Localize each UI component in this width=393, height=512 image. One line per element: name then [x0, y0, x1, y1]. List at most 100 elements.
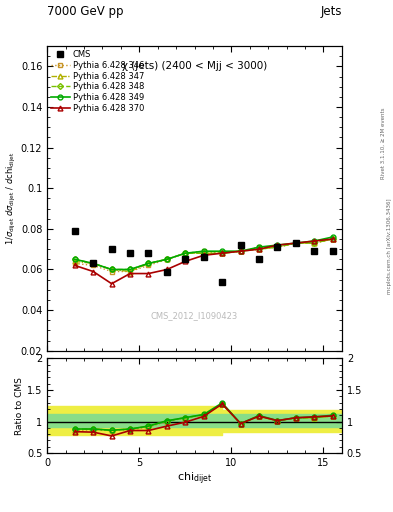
- Pythia 6.428 349: [220, 248, 224, 254]
- Pythia 6.428 370: [275, 242, 280, 248]
- Pythia 6.428 346: [146, 262, 151, 268]
- Legend: CMS, Pythia 6.428 346, Pythia 6.428 347, Pythia 6.428 348, Pythia 6.428 349, Pyt: CMS, Pythia 6.428 346, Pythia 6.428 347,…: [50, 49, 146, 114]
- Pythia 6.428 346: [312, 240, 317, 246]
- Pythia 6.428 349: [91, 260, 95, 266]
- Text: χ (jets) (2400 < Mjj < 3000): χ (jets) (2400 < Mjj < 3000): [122, 61, 267, 71]
- Pythia 6.428 346: [183, 250, 188, 257]
- CMS: [146, 250, 151, 257]
- CMS: [183, 256, 188, 262]
- Pythia 6.428 370: [312, 238, 317, 244]
- Pythia 6.428 348: [165, 256, 169, 262]
- Pythia 6.428 346: [220, 250, 224, 257]
- Text: CMS_2012_I1090423: CMS_2012_I1090423: [151, 311, 238, 321]
- CMS: [257, 256, 261, 262]
- CMS: [72, 228, 77, 234]
- Pythia 6.428 370: [165, 266, 169, 272]
- Pythia 6.428 347: [220, 250, 224, 257]
- Pythia 6.428 346: [201, 248, 206, 254]
- Pythia 6.428 349: [275, 242, 280, 248]
- CMS: [312, 248, 317, 254]
- Pythia 6.428 348: [201, 250, 206, 257]
- Pythia 6.428 347: [128, 268, 132, 274]
- Pythia 6.428 348: [331, 236, 335, 242]
- Pythia 6.428 349: [146, 260, 151, 266]
- Pythia 6.428 349: [72, 256, 77, 262]
- Pythia 6.428 346: [128, 268, 132, 274]
- Pythia 6.428 347: [275, 244, 280, 250]
- Pythia 6.428 348: [72, 256, 77, 262]
- Text: 7000 GeV pp: 7000 GeV pp: [47, 5, 124, 18]
- Pythia 6.428 349: [331, 234, 335, 240]
- Pythia 6.428 347: [257, 246, 261, 252]
- Line: Pythia 6.428 346: Pythia 6.428 346: [72, 237, 335, 274]
- CMS: [331, 248, 335, 254]
- Line: Pythia 6.428 348: Pythia 6.428 348: [73, 237, 335, 271]
- Pythia 6.428 346: [165, 256, 169, 262]
- Pythia 6.428 347: [91, 260, 95, 266]
- Pythia 6.428 348: [312, 240, 317, 246]
- Pythia 6.428 349: [312, 238, 317, 244]
- Pythia 6.428 349: [238, 248, 243, 254]
- CMS: [275, 244, 280, 250]
- Pythia 6.428 347: [72, 258, 77, 264]
- Text: Jets: Jets: [320, 5, 342, 18]
- Pythia 6.428 347: [294, 240, 298, 246]
- Pythia 6.428 370: [331, 236, 335, 242]
- Pythia 6.428 347: [183, 250, 188, 257]
- Pythia 6.428 349: [201, 248, 206, 254]
- Pythia 6.428 347: [201, 250, 206, 257]
- Y-axis label: Ratio to CMS: Ratio to CMS: [15, 377, 24, 435]
- CMS: [109, 246, 114, 252]
- CMS: [238, 242, 243, 248]
- Pythia 6.428 370: [109, 281, 114, 287]
- Line: Pythia 6.428 347: Pythia 6.428 347: [72, 237, 335, 274]
- CMS: [201, 254, 206, 261]
- CMS: [294, 240, 298, 246]
- Pythia 6.428 348: [91, 260, 95, 266]
- Pythia 6.428 348: [257, 246, 261, 252]
- Pythia 6.428 346: [331, 236, 335, 242]
- CMS: [91, 260, 95, 266]
- Pythia 6.428 370: [201, 252, 206, 259]
- Text: Rivet 3.1.10, ≥ 2M events: Rivet 3.1.10, ≥ 2M events: [381, 108, 386, 179]
- Pythia 6.428 347: [331, 236, 335, 242]
- Pythia 6.428 349: [165, 256, 169, 262]
- Y-axis label: $1/\sigma_{\rm dijet}\ d\sigma_{\rm dijet}\ /\ d{\rm chi}_{\rm dijet}$: $1/\sigma_{\rm dijet}\ d\sigma_{\rm dije…: [5, 152, 18, 245]
- Pythia 6.428 370: [238, 248, 243, 254]
- Pythia 6.428 346: [109, 268, 114, 274]
- Pythia 6.428 349: [257, 244, 261, 250]
- Pythia 6.428 347: [312, 240, 317, 246]
- Pythia 6.428 349: [183, 250, 188, 257]
- Line: CMS: CMS: [71, 227, 336, 285]
- CMS: [165, 268, 169, 274]
- Pythia 6.428 370: [72, 262, 77, 268]
- Pythia 6.428 349: [128, 266, 132, 272]
- Pythia 6.428 370: [294, 240, 298, 246]
- Pythia 6.428 347: [146, 260, 151, 266]
- Pythia 6.428 370: [146, 270, 151, 276]
- Pythia 6.428 346: [91, 262, 95, 268]
- Pythia 6.428 347: [165, 256, 169, 262]
- Line: Pythia 6.428 349: Pythia 6.428 349: [72, 234, 335, 272]
- Pythia 6.428 348: [238, 248, 243, 254]
- Pythia 6.428 370: [183, 258, 188, 264]
- Pythia 6.428 346: [72, 260, 77, 266]
- Pythia 6.428 346: [257, 244, 261, 250]
- Line: Pythia 6.428 370: Pythia 6.428 370: [72, 237, 335, 286]
- Pythia 6.428 348: [294, 240, 298, 246]
- Pythia 6.428 349: [109, 266, 114, 272]
- Pythia 6.428 370: [257, 246, 261, 252]
- Pythia 6.428 349: [294, 240, 298, 246]
- Text: mcplots.cern.ch [arXiv:1306.3436]: mcplots.cern.ch [arXiv:1306.3436]: [387, 198, 391, 293]
- Pythia 6.428 370: [91, 268, 95, 274]
- CMS: [128, 250, 132, 257]
- X-axis label: chi$_{\rm dijet}$: chi$_{\rm dijet}$: [177, 471, 212, 487]
- Pythia 6.428 346: [238, 248, 243, 254]
- Pythia 6.428 348: [146, 260, 151, 266]
- Pythia 6.428 348: [275, 244, 280, 250]
- Pythia 6.428 347: [238, 248, 243, 254]
- Pythia 6.428 348: [183, 250, 188, 257]
- Pythia 6.428 346: [294, 240, 298, 246]
- Pythia 6.428 348: [128, 266, 132, 272]
- Pythia 6.428 346: [275, 244, 280, 250]
